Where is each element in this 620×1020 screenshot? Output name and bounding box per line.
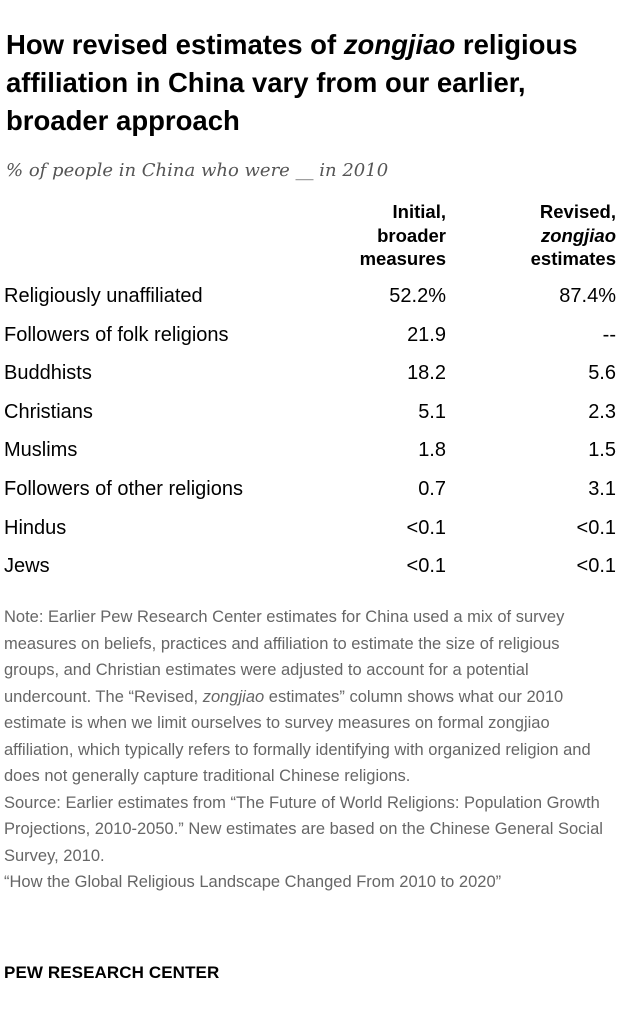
column-header-revised: Revised, zongjiao estimates [531,200,616,271]
revised-value: 87.4% [559,285,616,307]
column-header-revised-line3: estimates [530,248,616,269]
table-row: Hindus <0.1 <0.1 [0,509,620,548]
row-label: Followers of other religions [4,477,243,500]
table-row: Muslims 1.8 1.5 [0,431,620,470]
title-text-italic: zongjiao [343,29,456,60]
row-label: Christians [4,400,93,423]
row-label: Buddhists [4,362,92,385]
initial-value: 5.1 [418,400,446,423]
revised-value: <0.1 [576,555,616,578]
column-header-initial-line1: Initial, [392,201,446,222]
chart-title: How revised estimates of zongjiao religi… [6,26,606,140]
initial-value: <0.1 [406,516,446,539]
column-header-revised-line1: Revised, [539,201,616,222]
table-row: Christians 5.1 2.3 [0,393,620,432]
title-text-start: How revised estimates of [6,29,344,60]
note-text-start: Note: Earlier Pew Research Center estima… [4,608,565,706]
revised-value: -- [602,323,616,346]
source-text: Source: Earlier estimates from “The Futu… [4,793,603,865]
revised-value: 5.6 [588,362,616,385]
initial-value: <0.1 [406,555,446,578]
table-row: Jews <0.1 <0.1 [0,547,620,586]
note-text: Note: Earlier Pew Research Center estima… [4,604,610,790]
column-header-initial-line3: measures [359,248,446,269]
row-label: Religiously unaffiliated [4,285,203,307]
table-row: Buddhists 18.2 5.6 [0,354,620,393]
chart-notes: Note: Earlier Pew Research Center estima… [4,604,610,896]
chart-subtitle: % of people in China who were __ in 2010 [6,160,389,181]
initial-value: 52.2% [389,285,446,307]
organization-logo: PEW RESEARCH CENTER [4,963,220,982]
table-body: Religiously unaffiliated 52.2% 87.4% Fol… [0,277,620,586]
column-header-initial: Initial, broader measures [360,200,446,271]
note-text-italic: zongjiao [202,687,265,706]
title-text-end: religious affiliation in China vary from… [6,29,578,136]
row-label: Hindus [4,516,67,539]
initial-value: 21.9 [407,323,446,346]
column-header-initial-line2: broader [377,224,446,246]
revised-value: <0.1 [576,516,616,539]
initial-value: 18.2 [407,362,446,385]
table-row: Followers of other religions 0.7 3.1 [0,470,620,509]
row-label: Followers of folk religions [4,323,229,346]
report-title: “How the Global Religious Landscape Chan… [4,873,502,891]
initial-value: 0.7 [418,477,446,500]
row-label: Muslims [4,439,78,462]
row-label: Jews [4,555,50,578]
revised-value: 1.5 [588,439,616,462]
revised-value: 3.1 [588,477,616,500]
note-text-end: estimates” column shows what our 2010 es… [4,687,591,786]
column-header-revised-line2: zongjiao [540,224,616,246]
table-row: Followers of folk religions 21.9 -- [0,316,620,355]
table-row: Religiously unaffiliated 52.2% 87.4% [0,277,620,316]
initial-value: 1.8 [418,439,446,462]
revised-value: 2.3 [588,400,616,423]
